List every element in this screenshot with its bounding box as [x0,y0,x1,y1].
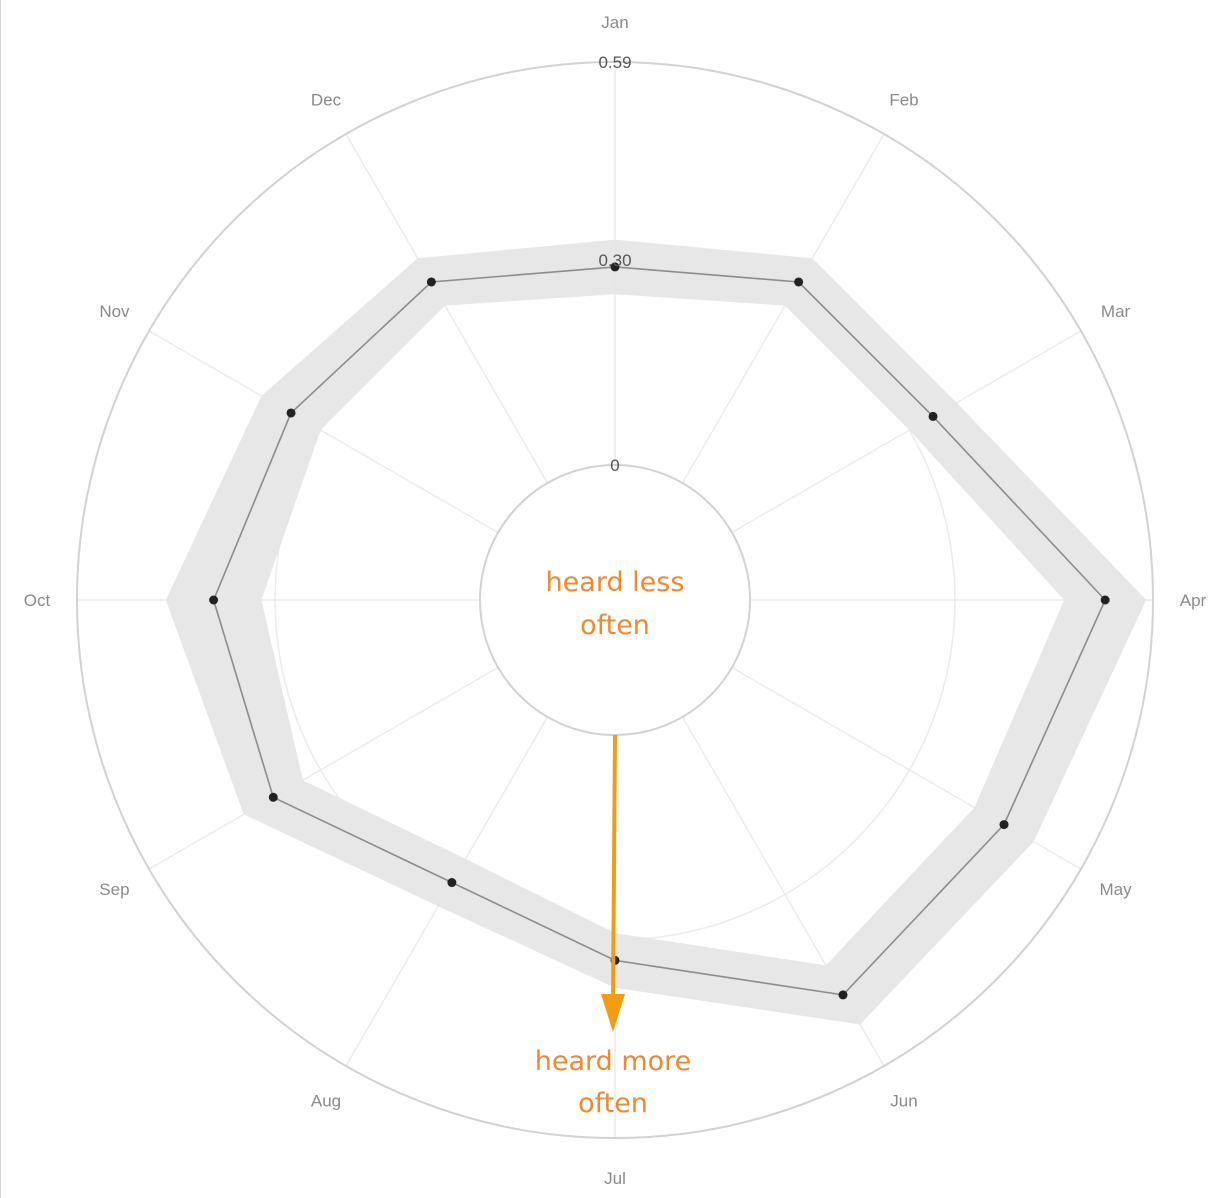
month-label-jun: Jun [890,1092,917,1111]
data-point-jun [838,990,848,1000]
annotation-inner-line-2: often [580,610,650,641]
spoke-mar [731,330,1082,534]
month-label-feb: Feb [889,90,918,109]
data-point-sep [268,792,278,802]
month-label-apr: Apr [1180,591,1207,610]
month-label-layer: Jan Feb Mar Apr May Jun Jul Aug Sep Oct Nov Dec [24,13,1207,1188]
radial-tick-layer: 0 0.30 0.59 [598,53,631,475]
grid-layer [76,61,1154,1139]
annotation-outer-line-2: often [578,1088,648,1119]
month-label-mar: Mar [1101,302,1131,321]
arrow-shaft [611,734,617,1001]
month-label-nov: Nov [99,302,130,321]
ring-0 [479,464,751,736]
data-point-feb [794,277,804,287]
data-point-apr [1100,595,1110,605]
month-label-aug: Aug [311,1092,341,1111]
month-label-jul: Jul [604,1169,626,1188]
radial-tick-0: 0 [610,456,619,475]
month-label-oct: Oct [24,591,51,610]
arrow-head [601,994,625,1032]
spoke-dec [345,133,549,484]
data-point-jan [610,262,620,272]
annotation-outer-line-1: heard more [535,1046,692,1077]
data-point-dec [426,277,436,287]
direction-arrow [601,734,625,1032]
data-point-aug [447,878,457,888]
data-point-oct [209,595,219,605]
month-label-jan: Jan [601,13,628,32]
month-label-may: May [1100,880,1133,899]
data-point-nov [286,408,296,418]
data-point-may [999,820,1009,830]
confidence-band [165,239,1147,1025]
data-point-mar [928,411,938,421]
month-label-sep: Sep [99,880,129,899]
annotation-inner-line-1: heard less [546,567,685,598]
spoke-sep [148,666,499,870]
data-point-layer [209,262,1110,1000]
spoke-feb [681,133,885,484]
ring-0-59 [76,61,1154,1139]
spoke-nov [148,330,499,534]
radial-tick-0-59: 0.59 [598,53,631,72]
confidence-band-layer [165,239,1147,1025]
radial-tick-0-30: 0.30 [598,251,631,270]
month-label-dec: Dec [311,90,342,109]
